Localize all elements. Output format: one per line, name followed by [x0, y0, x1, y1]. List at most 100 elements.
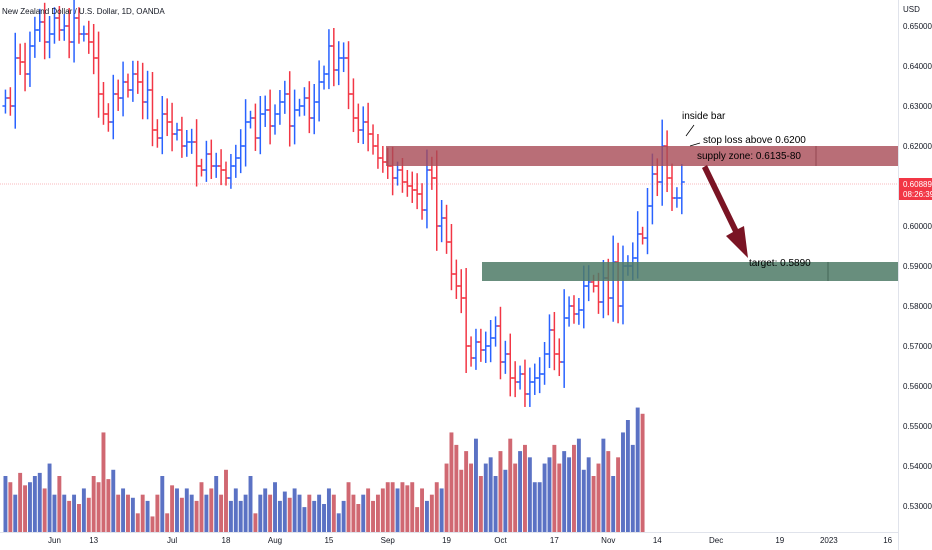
volume-bar — [434, 482, 439, 532]
volume-bar — [23, 485, 28, 532]
volume-bar — [312, 500, 317, 532]
price-tick-label: 0.56000 — [903, 382, 932, 391]
volume-bar — [111, 469, 116, 532]
volume-bar — [263, 488, 268, 532]
time-tick-label: 19 — [775, 536, 784, 545]
price-tag-value: 0.60889 — [903, 180, 932, 189]
volume-bar — [385, 482, 390, 532]
volume-bar — [18, 472, 23, 532]
volume-bar — [189, 494, 194, 532]
volume-bar — [121, 488, 126, 532]
volume-bar — [444, 463, 449, 532]
time-tick-label: 19 — [442, 536, 451, 545]
volume-bar — [194, 500, 199, 532]
target-label: target: 0.5890 — [749, 258, 811, 269]
volume-bar — [42, 488, 47, 532]
volume-bar — [170, 485, 175, 532]
volume-bar — [518, 451, 523, 532]
time-axis-ticks: Jun 13 Jul 18 Aug 15 Sep 19 Oct 17 Nov 14 Dec 19 2023 1… — [48, 536, 893, 545]
volume-bar — [415, 507, 420, 532]
volume-bar — [635, 407, 640, 532]
time-tick-label: 14 — [653, 536, 662, 545]
volume-bar — [292, 488, 297, 532]
volume-bar — [621, 432, 625, 532]
time-tick-label: 15 — [324, 536, 333, 545]
volume-bar — [273, 482, 277, 532]
volume-bar — [527, 457, 532, 532]
volume-bar — [91, 476, 96, 532]
time-tick-label: Oct — [494, 536, 507, 545]
volume-bar — [375, 494, 380, 532]
time-tick-label: Sep — [381, 536, 396, 545]
price-tag — [899, 178, 932, 200]
volume-bar — [106, 479, 111, 532]
volume-bar — [165, 513, 170, 532]
volume-bar — [155, 494, 160, 532]
volume-bar — [243, 494, 248, 532]
volume-bar — [224, 469, 228, 532]
volume-bar — [175, 488, 179, 532]
volume-bar — [606, 451, 611, 532]
price-tick-label: 0.60000 — [903, 222, 932, 231]
volume-bar — [13, 494, 18, 532]
price-tick-label: 0.59000 — [903, 262, 932, 271]
volume-bar — [576, 438, 581, 532]
volume-bar — [297, 494, 302, 532]
chart-title: New Zealand Dollar / U.S. Dollar, 1D, OA… — [2, 7, 165, 16]
volume-bar — [420, 488, 424, 532]
volume-bar — [464, 451, 469, 532]
volume-bar — [537, 482, 542, 532]
volume-bar — [395, 488, 400, 532]
volume-bar — [478, 476, 483, 532]
volume-bar — [513, 463, 518, 532]
volume-bar — [317, 494, 322, 532]
volume-bar — [116, 494, 121, 532]
volume-bar — [625, 420, 630, 532]
time-tick-label: 13 — [89, 536, 98, 545]
volume-bar — [326, 488, 331, 532]
volume-bar — [77, 504, 81, 532]
volume-bar — [483, 463, 488, 532]
volume-bar — [199, 482, 204, 532]
volume-bar — [179, 497, 184, 532]
volume-bar — [184, 488, 189, 532]
volume-bar — [204, 494, 209, 532]
volume-bar — [160, 476, 165, 532]
volume-bar — [135, 513, 140, 532]
supply-zone[interactable] — [386, 146, 898, 166]
volume-bar — [268, 494, 273, 532]
volume-bar — [390, 482, 395, 532]
price-tick-label: 0.62000 — [903, 142, 932, 151]
volume-bar — [214, 476, 219, 532]
volume-bar — [96, 482, 101, 532]
volume-bar — [449, 432, 454, 532]
volume-bar — [493, 476, 498, 532]
supply-zone-label: supply zone: 0.6135-80 — [697, 151, 801, 162]
time-tick-label: Nov — [601, 536, 615, 545]
volume-bar — [277, 500, 282, 532]
time-tick-label: Jun — [48, 536, 61, 545]
inside-bar-pointer — [685, 124, 695, 137]
stop-loss-pointer — [689, 142, 701, 147]
price-tag-countdown: 08:26:39 — [903, 190, 932, 199]
volume-bars — [3, 407, 645, 532]
currency-label: USD — [903, 5, 920, 14]
volume-bar — [282, 491, 287, 532]
volume-bar — [228, 500, 233, 532]
volume-bar — [601, 438, 606, 532]
price-tick-label: 0.53000 — [903, 502, 932, 511]
volume-bar — [439, 488, 444, 532]
time-tick-label: 2023 — [820, 536, 838, 545]
volume-bar — [469, 463, 474, 532]
volume-bar — [454, 444, 459, 532]
volume-bar — [503, 469, 508, 532]
volume-bar — [591, 476, 596, 532]
volume-bar — [346, 482, 351, 532]
price-tick-label: 0.54000 — [903, 462, 932, 471]
volume-bar — [488, 457, 493, 532]
volume-bar — [238, 500, 243, 532]
volume-bar — [351, 494, 356, 532]
target-zone[interactable] — [482, 262, 898, 281]
volume-bar — [498, 451, 503, 532]
